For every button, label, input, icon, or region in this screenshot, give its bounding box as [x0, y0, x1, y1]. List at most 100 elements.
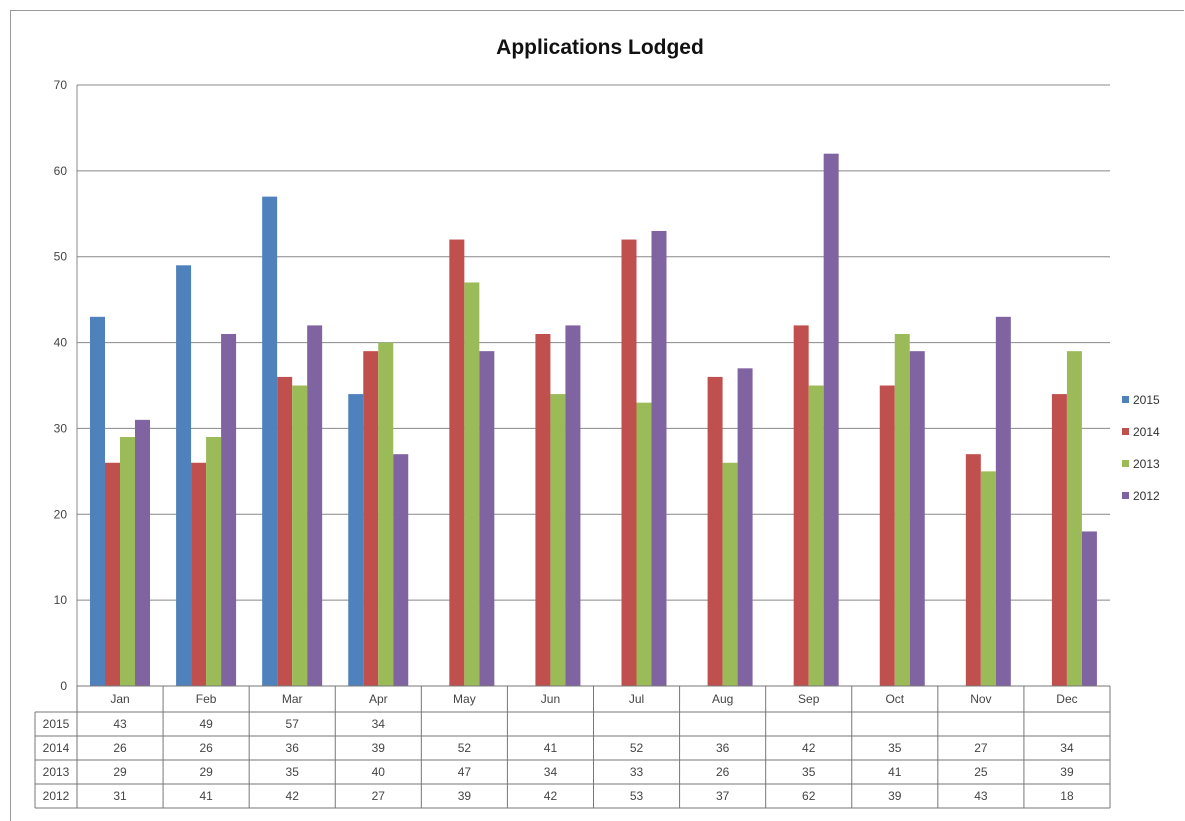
bar-2013-sep	[808, 385, 824, 686]
table-cell: 52	[458, 741, 472, 755]
bar-2012-dec	[1081, 531, 1097, 686]
table-cell: 41	[888, 765, 902, 779]
table-cell: 36	[286, 741, 300, 755]
y-axis-ticks: 0 10 20 30 40 50 60 70	[54, 78, 68, 693]
table-row-label: 2015	[43, 717, 70, 731]
bar-2015-feb	[176, 265, 192, 686]
x-tick-label: Oct	[885, 692, 904, 706]
bar-2012-apr	[393, 454, 409, 686]
bar-2012-oct	[909, 351, 925, 686]
x-tick-label: Jul	[629, 692, 644, 706]
legend-swatch-2012	[1122, 492, 1129, 499]
bar-2012-jun	[565, 325, 581, 686]
table-cell: 26	[113, 741, 127, 755]
data-table: Jan Feb Mar Apr May Jun Jul Aug Sep Oct Nov Dec 2015…	[34, 685, 1111, 809]
table-cell: 27	[372, 789, 386, 803]
bar-2014-feb	[191, 462, 207, 686]
bar-2013-jul	[636, 402, 652, 686]
x-tick-label: Aug	[712, 692, 733, 706]
table-cell: 42	[802, 741, 816, 755]
table-cell: 33	[630, 765, 644, 779]
table-cell: 34	[372, 717, 386, 731]
legend-label: 2013	[1133, 457, 1160, 471]
bar-2013-feb	[206, 437, 222, 686]
y-tick-label: 0	[60, 679, 67, 693]
legend-label: 2014	[1133, 425, 1160, 439]
bar-2014-dec	[1051, 394, 1067, 686]
table-cell: 26	[716, 765, 730, 779]
table-cell: 31	[113, 789, 127, 803]
legend-swatch-2015	[1122, 396, 1129, 403]
chart-title: Applications Lodged	[496, 36, 704, 59]
x-tick-label: Feb	[196, 692, 217, 706]
table-cell: 25	[974, 765, 988, 779]
bar-2014-nov	[965, 454, 981, 686]
table-cell: 41	[544, 741, 558, 755]
bar-2013-apr	[378, 342, 394, 686]
chart-frame	[10, 10, 1184, 821]
table-cell: 26	[199, 741, 213, 755]
x-tick-label: May	[453, 692, 476, 706]
bar-2015-apr	[348, 394, 364, 686]
table-cell: 43	[113, 717, 127, 731]
bar-2012-sep	[823, 153, 839, 686]
table-row-label: 2013	[43, 765, 70, 779]
bar-2013-mar	[292, 385, 308, 686]
table-cell: 62	[802, 789, 816, 803]
table-cell: 27	[974, 741, 988, 755]
table-cell: 42	[286, 789, 300, 803]
table-cell: 57	[286, 717, 300, 731]
table-cell: 39	[1060, 765, 1074, 779]
table-cell: 35	[802, 765, 816, 779]
y-tick-label: 70	[54, 78, 68, 92]
table-cell: 39	[888, 789, 902, 803]
bar-2014-may	[449, 239, 465, 687]
table-cell: 42	[544, 789, 558, 803]
table-cell: 37	[716, 789, 730, 803]
bar-2014-mar	[277, 376, 293, 686]
table-cell: 39	[458, 789, 472, 803]
y-tick-label: 60	[54, 164, 68, 178]
table-cell: 34	[544, 765, 558, 779]
y-tick-label: 40	[54, 336, 68, 350]
bar-2014-jun	[535, 333, 551, 686]
bar-2014-aug	[707, 376, 723, 686]
table-cell: 36	[716, 741, 730, 755]
x-tick-label: Nov	[970, 692, 991, 706]
bar-2015-mar	[262, 196, 278, 686]
table-cell: 34	[1060, 741, 1074, 755]
bar-2013-nov	[980, 471, 996, 686]
table-cell: 18	[1060, 789, 1074, 803]
y-tick-label: 10	[54, 593, 68, 607]
bar-2013-dec	[1066, 351, 1082, 686]
legend-swatch-2013	[1122, 460, 1129, 467]
bar-2014-apr	[363, 351, 379, 686]
bar-2013-aug	[722, 462, 738, 686]
bar-2014-jul	[621, 239, 637, 687]
bar-2013-jan	[120, 437, 135, 686]
table-cell: 35	[888, 741, 902, 755]
bar-2014-sep	[793, 325, 809, 686]
table-cell: 40	[372, 765, 386, 779]
bar-2012-mar	[307, 325, 323, 686]
bars	[90, 153, 1097, 687]
bar-2012-aug	[737, 368, 753, 686]
bar-2013-may	[464, 282, 480, 686]
legend: 2015 2014 2013 2012	[1122, 393, 1160, 503]
bar-2013-jun	[550, 394, 566, 686]
table-cell: 49	[199, 717, 213, 731]
table-cell: 47	[458, 765, 472, 779]
bar-2012-jul	[651, 230, 667, 686]
y-tick-label: 20	[54, 507, 68, 521]
bar-2012-feb	[221, 333, 237, 686]
x-tick-label: Apr	[369, 692, 388, 706]
table-cell: 39	[372, 741, 386, 755]
x-tick-label: Jun	[541, 692, 560, 706]
bar-2014-jan	[105, 462, 120, 686]
table-cell: 29	[113, 765, 127, 779]
table-row-label: 2012	[43, 789, 70, 803]
x-tick-label: Jan	[110, 692, 129, 706]
bar-2012-may	[479, 351, 495, 686]
table-cell: 41	[199, 789, 213, 803]
